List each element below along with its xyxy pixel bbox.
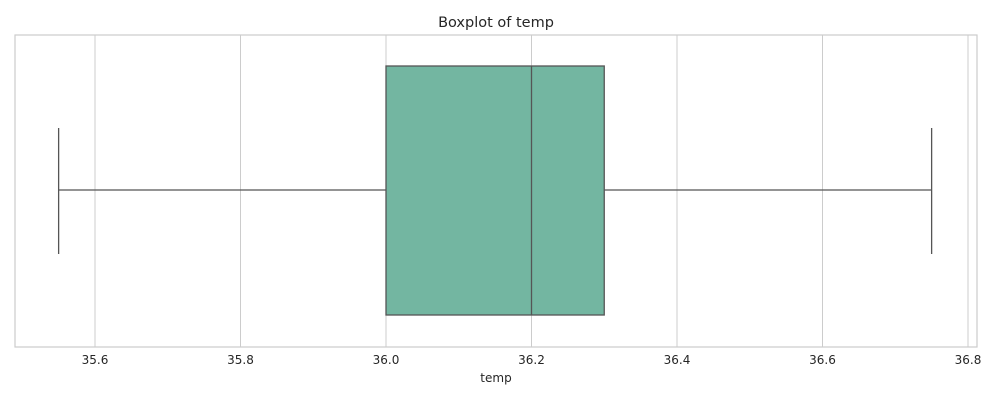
iqr-box	[385, 65, 605, 316]
x-tick-label: 36.4	[664, 353, 691, 367]
plot-frame	[14, 34, 978, 348]
chart-title: Boxplot of temp	[438, 15, 554, 31]
x-tick-label: 36.0	[373, 353, 400, 367]
x-tick-label: 36.2	[518, 353, 545, 367]
x-tick-label: 35.6	[82, 353, 109, 367]
x-tick-label: 36.8	[955, 353, 982, 367]
x-tick-label: 36.6	[809, 353, 836, 367]
x-tick-label: 35.8	[227, 353, 254, 367]
x-axis-ticks: 35.6 35.8 36.0 36.2 36.4 36.6 36.8	[82, 353, 982, 367]
x-axis-label: temp	[480, 371, 511, 385]
boxplot	[57, 65, 933, 316]
